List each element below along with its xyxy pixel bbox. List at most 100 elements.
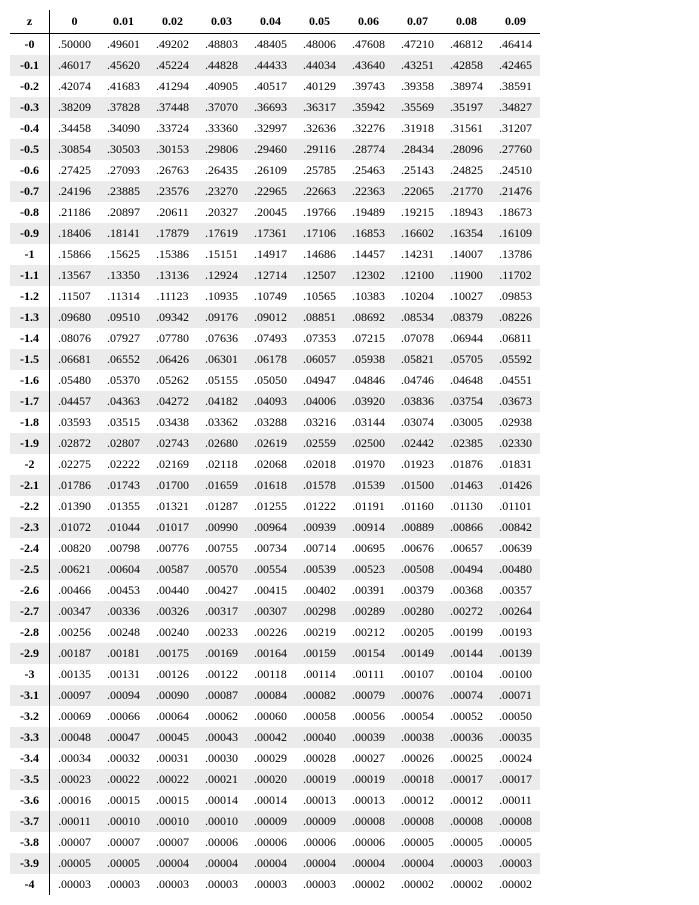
data-cell: .20045 <box>246 202 295 223</box>
table-row: -2.1.01786.01743.01700.01659.01618.01578… <box>10 475 540 496</box>
data-cell: .03438 <box>148 412 197 433</box>
data-cell: .03515 <box>99 412 148 433</box>
data-cell: .00066 <box>99 706 148 727</box>
data-cell: .01578 <box>295 475 344 496</box>
data-cell: .03754 <box>442 391 491 412</box>
data-cell: .00024 <box>491 748 540 769</box>
row-header: -2 <box>10 454 50 475</box>
data-cell: .37448 <box>148 97 197 118</box>
data-cell: .00039 <box>344 727 393 748</box>
data-cell: .07780 <box>148 328 197 349</box>
data-cell: .00007 <box>99 832 148 853</box>
data-cell: .00079 <box>344 685 393 706</box>
data-cell: .00062 <box>197 706 246 727</box>
data-cell: .17106 <box>295 223 344 244</box>
data-cell: .48006 <box>295 34 344 56</box>
data-cell: .00022 <box>148 769 197 790</box>
table-row: -1.2.11507.11314.11123.10935.10749.10565… <box>10 286 540 307</box>
data-cell: .00008 <box>393 811 442 832</box>
row-header: -1.7 <box>10 391 50 412</box>
data-cell: .00604 <box>99 559 148 580</box>
data-cell: .00212 <box>344 622 393 643</box>
data-cell: .00657 <box>442 538 491 559</box>
table-row: -3.6.00016.00015.00015.00014.00014.00013… <box>10 790 540 811</box>
data-cell: .05050 <box>246 370 295 391</box>
col-header: 0.02 <box>148 10 197 34</box>
data-cell: .19489 <box>344 202 393 223</box>
table-row: -2.4.00820.00798.00776.00755.00734.00714… <box>10 538 540 559</box>
data-cell: .18406 <box>50 223 100 244</box>
table-row: -2.3.01072.01044.01017.00990.00964.00939… <box>10 517 540 538</box>
data-cell: .00010 <box>99 811 148 832</box>
table-row: -3.4.00034.00032.00031.00030.00029.00028… <box>10 748 540 769</box>
data-cell: .31561 <box>442 118 491 139</box>
data-cell: .15386 <box>148 244 197 265</box>
data-cell: .12507 <box>295 265 344 286</box>
row-header: -1.9 <box>10 433 50 454</box>
table-row: -3.00135.00131.00126.00122.00118.00114.0… <box>10 664 540 685</box>
data-cell: .03216 <box>295 412 344 433</box>
data-cell: .01390 <box>50 496 100 517</box>
data-cell: .34827 <box>491 97 540 118</box>
data-cell: .07078 <box>393 328 442 349</box>
data-cell: .37828 <box>99 97 148 118</box>
data-cell: .12302 <box>344 265 393 286</box>
data-cell: .00264 <box>491 601 540 622</box>
data-cell: .00889 <box>393 517 442 538</box>
data-cell: .01160 <box>393 496 442 517</box>
data-cell: .29116 <box>295 139 344 160</box>
row-header: -3.4 <box>10 748 50 769</box>
row-header: -2.5 <box>10 559 50 580</box>
table-row: -2.02275.02222.02169.02118.02068.02018.0… <box>10 454 540 475</box>
data-cell: .00006 <box>344 832 393 853</box>
data-cell: .00026 <box>393 748 442 769</box>
data-cell: .00009 <box>246 811 295 832</box>
row-header: -3.8 <box>10 832 50 853</box>
data-cell: .01618 <box>246 475 295 496</box>
data-cell: .02938 <box>491 412 540 433</box>
data-cell: .22363 <box>344 181 393 202</box>
data-cell: .16602 <box>393 223 442 244</box>
data-cell: .44034 <box>295 55 344 76</box>
data-cell: .12924 <box>197 265 246 286</box>
data-cell: .00019 <box>295 769 344 790</box>
data-cell: .00570 <box>197 559 246 580</box>
data-cell: .49202 <box>148 34 197 56</box>
data-cell: .06301 <box>197 349 246 370</box>
data-cell: .14007 <box>442 244 491 265</box>
data-cell: .27760 <box>491 139 540 160</box>
table-row: -3.9.00005.00005.00004.00004.00004.00004… <box>10 853 540 874</box>
data-cell: .19215 <box>393 202 442 223</box>
data-cell: .00016 <box>50 790 100 811</box>
data-cell: .06178 <box>246 349 295 370</box>
data-cell: .02872 <box>50 433 100 454</box>
data-cell: .00042 <box>246 727 295 748</box>
data-cell: .15866 <box>50 244 100 265</box>
data-cell: .00002 <box>442 874 491 895</box>
data-cell: .10204 <box>393 286 442 307</box>
data-cell: .00008 <box>491 811 540 832</box>
data-cell: .18673 <box>491 202 540 223</box>
data-cell: .00003 <box>99 874 148 895</box>
data-cell: .00139 <box>491 643 540 664</box>
data-cell: .00007 <box>50 832 100 853</box>
data-cell: .05821 <box>393 349 442 370</box>
data-cell: .11900 <box>442 265 491 286</box>
data-cell: .02222 <box>99 454 148 475</box>
data-cell: .18141 <box>99 223 148 244</box>
row-header: -2.3 <box>10 517 50 538</box>
data-cell: .00131 <box>99 664 148 685</box>
data-cell: .08226 <box>491 307 540 328</box>
data-cell: .40905 <box>197 76 246 97</box>
data-cell: .00004 <box>344 853 393 874</box>
col-header: 0.08 <box>442 10 491 34</box>
data-cell: .01426 <box>491 475 540 496</box>
data-cell: .00082 <box>295 685 344 706</box>
table-row: -2.6.00466.00453.00440.00427.00415.00402… <box>10 580 540 601</box>
data-cell: .00004 <box>246 853 295 874</box>
table-row: -0.7.24196.23885.23576.23270.22965.22663… <box>10 181 540 202</box>
row-header: -0.5 <box>10 139 50 160</box>
row-header: -3.9 <box>10 853 50 874</box>
data-cell: .00045 <box>148 727 197 748</box>
data-cell: .00003 <box>197 874 246 895</box>
